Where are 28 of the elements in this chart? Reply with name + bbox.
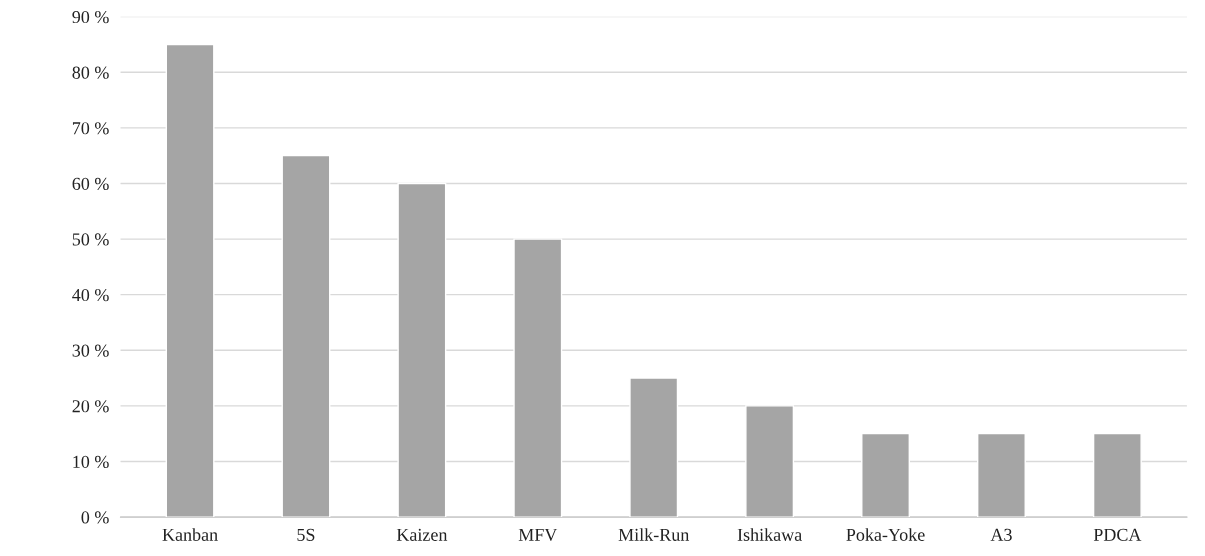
bar <box>977 432 1026 518</box>
x-tick-label: 5S <box>297 528 315 541</box>
y-tick-label: 60 % <box>72 177 109 190</box>
y-tick-label: 30 % <box>72 344 109 357</box>
bar <box>165 43 215 518</box>
bar <box>1092 432 1142 518</box>
bar <box>745 405 795 518</box>
bar <box>861 432 911 518</box>
bar <box>397 182 447 518</box>
y-tick-label: 70 % <box>72 122 109 135</box>
bar <box>513 238 563 518</box>
x-tick-label: A3 <box>990 528 1012 541</box>
x-tick-label: Kaizen <box>396 528 448 541</box>
x-tick-label: Ishikawa <box>737 528 802 541</box>
y-tick-label: 80 % <box>72 66 109 79</box>
bar <box>629 377 679 518</box>
y-tick-label: 90 % <box>72 10 109 24</box>
x-tick-label: PDCA <box>1093 528 1142 541</box>
y-tick-label: 40 % <box>72 288 109 302</box>
y-tick-label: 50 % <box>72 233 109 246</box>
x-tick-label: Poka-Yoke <box>846 528 925 541</box>
y-tick-label: 0 % <box>81 511 109 524</box>
bar <box>281 154 331 518</box>
y-tick-label: 10 % <box>73 455 109 468</box>
x-tick-label: Kanban <box>162 528 218 541</box>
x-tick-label: MFV <box>518 528 558 541</box>
x-tick-label: Milk-Run <box>618 528 690 541</box>
y-tick-label: 20 % <box>72 400 109 413</box>
